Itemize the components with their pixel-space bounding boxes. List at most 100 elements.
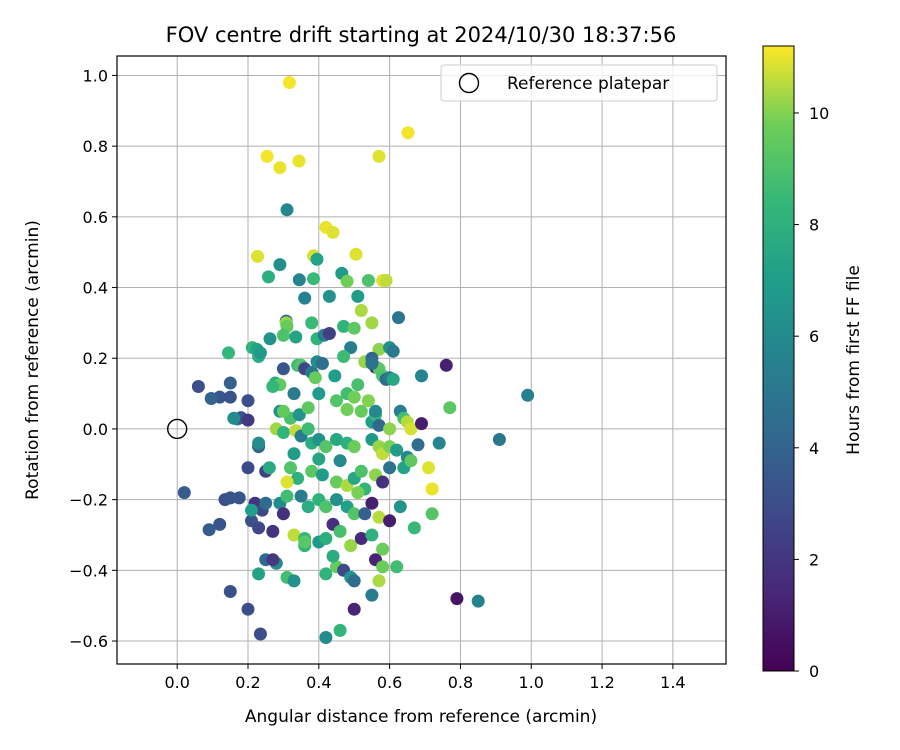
data-point — [330, 394, 343, 408]
data-point — [241, 461, 255, 475]
data-point — [376, 560, 390, 574]
data-point — [312, 387, 326, 401]
y-axis-label: Rotation from reference (arcmin) — [23, 220, 43, 500]
data-point — [287, 387, 301, 401]
data-point — [204, 392, 218, 405]
data-point — [404, 454, 418, 468]
data-point — [365, 316, 379, 330]
data-point — [349, 247, 363, 261]
legend-label-reference: Reference platepar — [507, 74, 669, 94]
data-point — [425, 482, 439, 496]
data-point — [347, 602, 361, 616]
data-point — [390, 560, 404, 574]
data-point — [292, 273, 306, 287]
data-point — [383, 461, 397, 475]
y-axis-ticks: −0.6 −0.4 −0.2 0.0 0.2 0.4 0.6 0.8 1.0 — [69, 66, 117, 651]
data-point — [241, 602, 255, 616]
data-point — [411, 438, 425, 452]
data-point — [376, 542, 390, 556]
data-point — [521, 388, 535, 402]
data-point — [347, 390, 361, 404]
y-tick-label: 0.2 — [83, 349, 108, 368]
data-point — [347, 440, 361, 454]
data-point — [315, 468, 329, 482]
data-point — [322, 327, 336, 340]
data-point — [361, 394, 375, 408]
y-tick-label: 0.6 — [83, 208, 108, 227]
data-point — [347, 507, 361, 521]
data-point — [330, 475, 343, 489]
x-tick-label: 0.2 — [235, 673, 260, 692]
data-point — [223, 390, 237, 404]
data-point — [401, 126, 415, 140]
data-point — [319, 532, 333, 545]
data-point — [369, 404, 382, 418]
data-point — [383, 514, 397, 528]
data-point — [333, 454, 347, 468]
data-point — [432, 436, 446, 450]
data-point — [376, 475, 390, 489]
data-point — [308, 371, 322, 385]
data-point — [471, 594, 485, 608]
plot-area — [117, 56, 726, 664]
data-point — [241, 394, 255, 408]
reference-layer — [166, 418, 188, 440]
y-tick-label: 0.8 — [83, 137, 108, 156]
data-point — [319, 567, 333, 581]
colorbar-tick-label: 0 — [809, 662, 819, 681]
data-point — [315, 357, 329, 370]
x-tick-label: 0.0 — [164, 673, 189, 692]
data-point — [273, 258, 287, 272]
colorbar-tick-label: 2 — [809, 550, 819, 569]
colorbar: 0 2 4 6 8 10 Hours from first FF file — [762, 45, 864, 681]
y-tick-label: −0.2 — [69, 491, 108, 510]
data-point — [407, 521, 421, 535]
colorbar-label: Hours from first FF file — [844, 265, 864, 455]
data-point — [450, 592, 464, 606]
data-point — [259, 496, 273, 510]
data-point — [282, 76, 296, 89]
data-point — [365, 496, 379, 510]
data-point — [326, 225, 340, 239]
data-point — [351, 378, 365, 392]
y-tick-label: 1.0 — [83, 66, 108, 85]
data-point — [358, 507, 372, 521]
data-point — [492, 433, 506, 446]
data-point — [365, 357, 379, 370]
data-point — [372, 510, 386, 524]
data-point — [330, 493, 343, 507]
data-point — [298, 291, 312, 305]
data-point — [301, 401, 315, 415]
data-point — [292, 408, 306, 422]
data-point — [213, 517, 227, 531]
data-point — [222, 346, 235, 360]
data-point — [291, 471, 305, 485]
data-point — [292, 154, 306, 168]
data-point — [223, 585, 237, 598]
data-point — [252, 521, 266, 535]
colorbar-tick-label: 4 — [809, 439, 819, 458]
legend-marker-reference — [458, 72, 480, 94]
data-point — [223, 491, 237, 505]
data-point — [319, 440, 333, 454]
x-axis-ticks: 0.0 0.2 0.4 0.6 0.8 1.0 1.2 1.4 — [164, 664, 686, 692]
legend-box — [440, 64, 718, 102]
data-point — [191, 380, 205, 393]
data-point — [305, 316, 319, 330]
data-point — [347, 321, 361, 335]
colorbar-gradient — [763, 46, 794, 671]
data-point — [354, 304, 368, 317]
data-point — [223, 376, 237, 390]
data-point — [289, 330, 303, 344]
x-tick-label: 0.8 — [448, 673, 473, 692]
data-point — [301, 500, 315, 514]
data-point — [312, 452, 326, 466]
data-point — [443, 401, 457, 415]
data-point — [383, 422, 397, 436]
data-point — [422, 461, 436, 475]
data-point — [298, 535, 312, 549]
data-point — [393, 500, 407, 514]
data-point — [287, 574, 301, 588]
x-tick-label: 1.0 — [519, 673, 544, 692]
